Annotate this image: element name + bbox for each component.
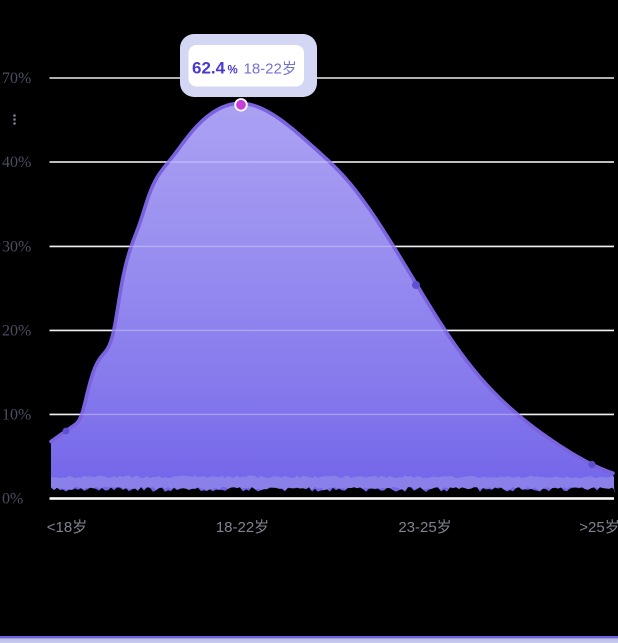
svg-text:<18岁: <18岁 [47,519,87,536]
svg-text:40%: 40% [2,154,31,171]
svg-text:62.4: 62.4 [192,59,226,78]
svg-text:%: % [228,65,238,77]
svg-text:10%: 10% [2,407,31,424]
svg-text:>25岁: >25岁 [579,519,618,536]
svg-text:18-22岁: 18-22岁 [244,61,297,78]
svg-text:23-25岁: 23-25岁 [398,519,451,536]
svg-text:0%: 0% [2,491,23,508]
svg-text:18-22岁: 18-22岁 [216,519,269,536]
svg-text:20%: 20% [2,323,31,340]
svg-text:30%: 30% [2,239,31,256]
svg-text:70%: 70% [2,70,31,87]
